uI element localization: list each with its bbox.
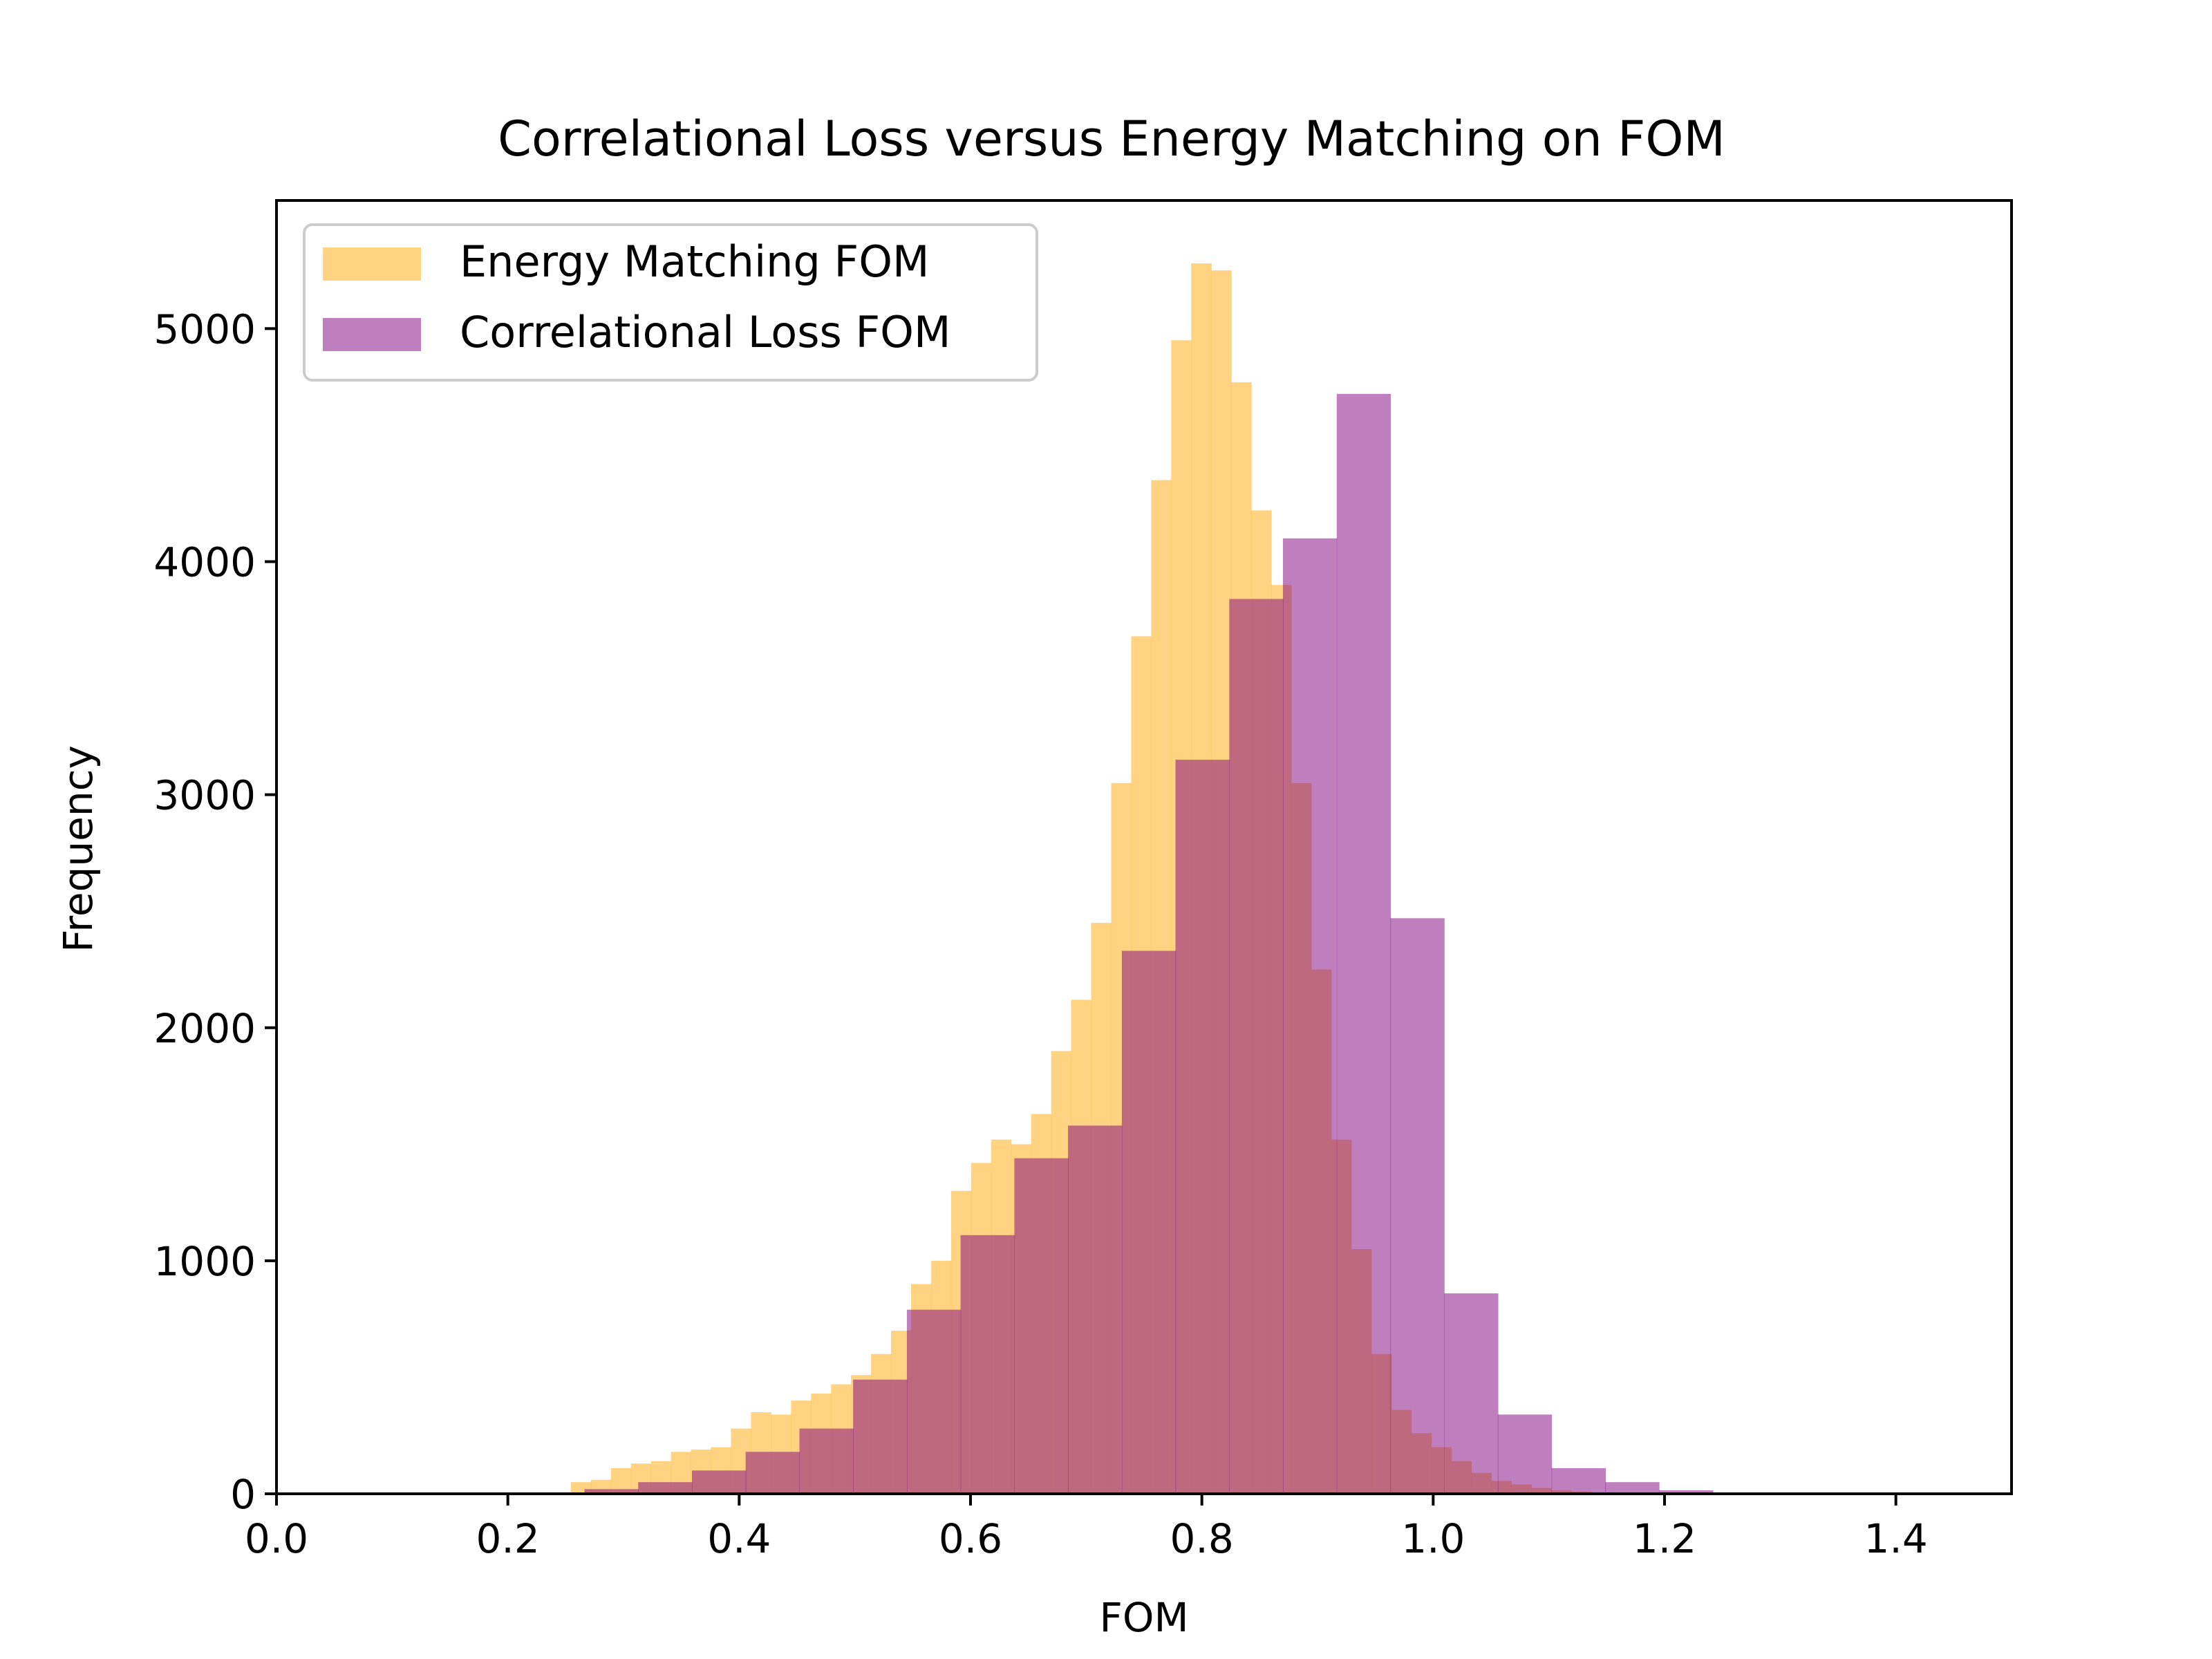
- histogram-bar: [1068, 1125, 1123, 1494]
- histogram-bar: [1497, 1414, 1553, 1494]
- x-tick-label: 0.0: [245, 1515, 308, 1562]
- x-tick-label: 0.4: [707, 1515, 771, 1562]
- histogram-bar: [906, 1309, 962, 1494]
- legend-box: [303, 223, 1038, 382]
- x-tick-label: 1.2: [1633, 1515, 1696, 1562]
- y-tick-label: 5000: [153, 306, 256, 353]
- histogram-bar: [1014, 1158, 1069, 1494]
- histogram-bar: [638, 1482, 693, 1494]
- histogram-bar: [745, 1452, 800, 1494]
- y-tick-label: 3000: [153, 772, 256, 819]
- legend-swatch-energy-matching: [323, 247, 421, 281]
- histogram-bar: [853, 1379, 908, 1494]
- chart-title: Correlational Loss versus Energy Matchin…: [498, 111, 1725, 167]
- x-tick-label: 1.0: [1401, 1515, 1465, 1562]
- histogram-bar: [1282, 538, 1338, 1494]
- plot-frame: [275, 199, 2013, 1495]
- y-axis-ticks: 0 1000 2000 3000 4000 5000: [153, 306, 276, 1518]
- y-tick-label: 4000: [153, 539, 256, 586]
- histogram-bar: [1390, 918, 1445, 1494]
- y-tick-label: 1000: [153, 1238, 256, 1285]
- y-axis-label: Frequency: [55, 745, 102, 953]
- x-tick-label: 0.2: [476, 1515, 540, 1562]
- histogram-bar: [692, 1470, 747, 1494]
- series-1: [584, 393, 1768, 1494]
- legend: Energy Matching FOM Correlational Loss F…: [303, 223, 1038, 382]
- x-axis-label: FOM: [1099, 1594, 1188, 1641]
- histogram-bar: [960, 1235, 1015, 1494]
- x-tick-label: 0.6: [939, 1515, 1002, 1562]
- x-axis-ticks: 0.0 0.2 0.4 0.6 0.8 1.0 1.2 1.4: [245, 1494, 1928, 1562]
- legend-label-correlational-loss: Correlational Loss FOM: [460, 307, 950, 357]
- histogram-bar: [1444, 1293, 1499, 1494]
- y-tick-label: 2000: [153, 1005, 256, 1052]
- y-tick-label: 0: [230, 1471, 256, 1518]
- x-tick-label: 0.8: [1170, 1515, 1234, 1562]
- x-tick-label: 1.4: [1864, 1515, 1928, 1562]
- legend-label-energy-matching: Energy Matching FOM: [460, 236, 930, 287]
- histogram-bar: [584, 1489, 639, 1494]
- histogram-bar: [1659, 1490, 1714, 1494]
- histogram-bar: [799, 1428, 854, 1494]
- histogram-bar: [1336, 393, 1391, 1494]
- histogram-bar: [1175, 760, 1230, 1494]
- histogram-bar: [1551, 1468, 1606, 1494]
- legend-swatch-correlational-loss: [323, 318, 421, 351]
- histogram-bar: [1229, 599, 1284, 1494]
- histogram-bar: [1121, 950, 1177, 1494]
- bars-layer: [570, 263, 1768, 1494]
- histogram-bar: [1605, 1482, 1660, 1494]
